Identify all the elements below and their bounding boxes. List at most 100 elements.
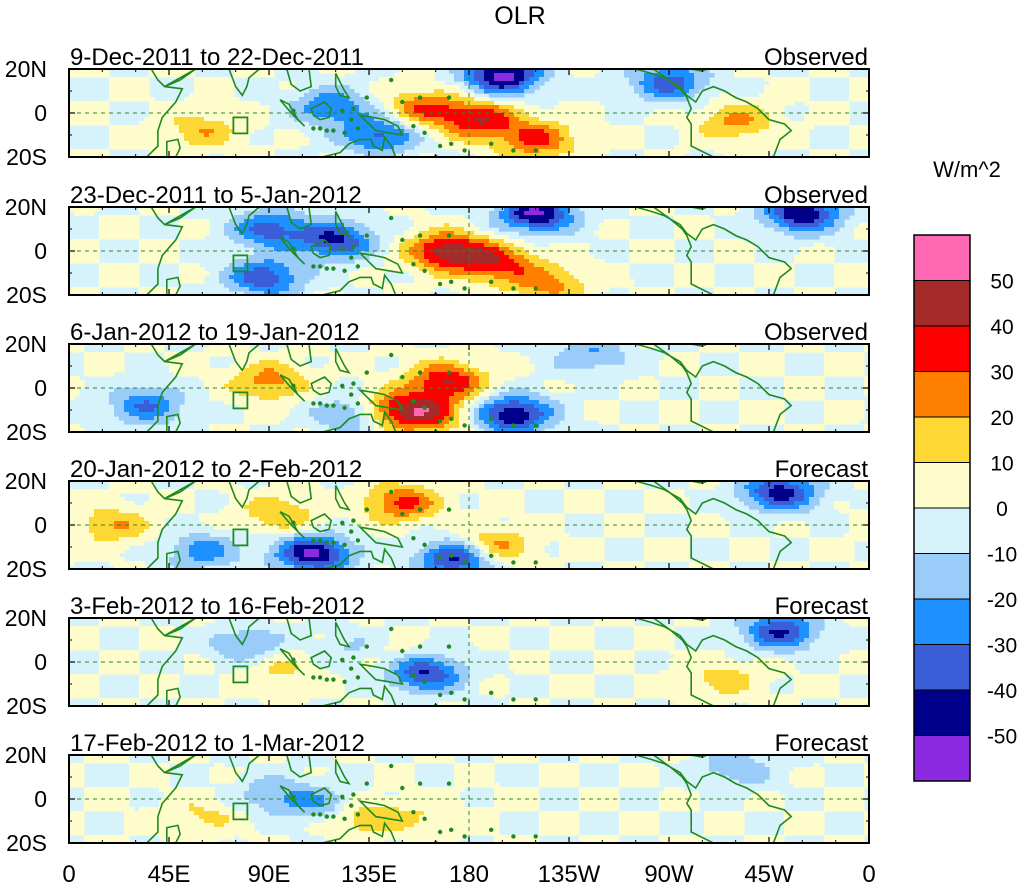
- olr-cell: [69, 69, 75, 74]
- olr-cell: [489, 137, 495, 142]
- olr-cell: [314, 105, 320, 110]
- olr-cell: [564, 348, 570, 353]
- olr-cell: [544, 279, 550, 284]
- olr-cell: [469, 97, 475, 102]
- olr-cell: [444, 219, 450, 224]
- olr-cell: [429, 259, 435, 264]
- olr-cell: [539, 287, 545, 292]
- olr-cell: [354, 129, 360, 134]
- olr-cell: [579, 145, 585, 150]
- olr-cell: [494, 291, 500, 295]
- olr-cell: [499, 259, 505, 264]
- olr-cell: [424, 348, 430, 353]
- olr-cell: [629, 73, 635, 78]
- olr-cell: [774, 275, 780, 280]
- olr-cell: [294, 235, 300, 240]
- olr-cell: [569, 133, 575, 138]
- olr-cell: [389, 109, 395, 114]
- olr-cell: [824, 223, 830, 228]
- olr-cell: [454, 125, 460, 130]
- olr-cell: [224, 97, 230, 102]
- olr-cell: [744, 117, 750, 122]
- olr-cell: [759, 129, 765, 134]
- olr-cell: [729, 97, 735, 102]
- olr-cell: [174, 211, 180, 216]
- olr-cell: [779, 105, 785, 110]
- olr-cell: [344, 247, 350, 252]
- olr-cell: [359, 121, 365, 126]
- olr-cell: [469, 137, 475, 142]
- olr-cell: [464, 235, 470, 240]
- olr-cell: [509, 247, 515, 252]
- olr-cell: [429, 73, 435, 78]
- olr-cell: [734, 105, 740, 110]
- olr-cell: [494, 263, 500, 268]
- olr-cell: [504, 133, 510, 138]
- olr-cell: [294, 263, 300, 268]
- olr-cell: [319, 121, 325, 126]
- olr-cell: [529, 247, 535, 252]
- olr-cell: [279, 227, 285, 232]
- olr-cell: [369, 283, 375, 288]
- olr-cell: [769, 129, 775, 134]
- olr-cell: [499, 267, 505, 272]
- olr-cell: [699, 223, 705, 228]
- olr-cell: [774, 267, 780, 272]
- olr-cell: [444, 137, 450, 142]
- olr-cell: [439, 251, 445, 256]
- olr-cell: [419, 101, 425, 106]
- olr-cell: [849, 97, 855, 102]
- olr-cell: [444, 141, 450, 146]
- olr-cell: [239, 352, 245, 357]
- olr-cell: [549, 287, 555, 292]
- olr-cell: [134, 141, 140, 146]
- olr-cell: [674, 89, 680, 94]
- olr-cell: [644, 287, 650, 292]
- olr-cell: [109, 125, 115, 130]
- olr-cell: [284, 287, 290, 292]
- olr-cell: [294, 348, 300, 353]
- olr-cell: [344, 89, 350, 94]
- olr-cell: [274, 279, 280, 284]
- olr-cell: [639, 287, 645, 292]
- olr-cell: [279, 211, 285, 216]
- island-1: [317, 126, 323, 131]
- olr-cell: [599, 141, 605, 146]
- olr-cell: [294, 271, 300, 276]
- olr-cell: [424, 101, 430, 106]
- olr-cell: [389, 149, 395, 154]
- olr-cell: [84, 109, 90, 114]
- olr-cell: [654, 109, 660, 114]
- olr-cell: [494, 85, 500, 90]
- olr-cell: [549, 251, 555, 256]
- olr-cell: [449, 239, 455, 244]
- olr-cell: [294, 247, 300, 252]
- olr-cell: [494, 93, 500, 98]
- olr-cell: [494, 275, 500, 280]
- olr-cell: [644, 259, 650, 264]
- olr-cell: [624, 73, 630, 78]
- olr-cell: [389, 291, 395, 295]
- olr-cell: [569, 243, 575, 248]
- olr-cell: [584, 145, 590, 150]
- olr-cell: [204, 231, 210, 236]
- olr-cell: [269, 352, 275, 357]
- olr-cell: [534, 77, 540, 82]
- olr-cell: [634, 81, 640, 86]
- olr-cell: [694, 133, 700, 138]
- olr-cell: [279, 287, 285, 292]
- olr-cell: [84, 207, 90, 212]
- olr-cell: [474, 81, 480, 86]
- olr-cell: [609, 271, 615, 276]
- olr-cell: [214, 141, 220, 146]
- olr-cell: [449, 129, 455, 134]
- olr-cell: [469, 271, 475, 276]
- olr-cell: [694, 109, 700, 114]
- olr-cell: [484, 255, 490, 260]
- olr-cell: [614, 348, 620, 353]
- olr-cell: [784, 267, 790, 272]
- olr-cell: [424, 243, 430, 248]
- olr-cell: [584, 133, 590, 138]
- olr-cell: [444, 275, 450, 280]
- olr-cell: [834, 223, 840, 228]
